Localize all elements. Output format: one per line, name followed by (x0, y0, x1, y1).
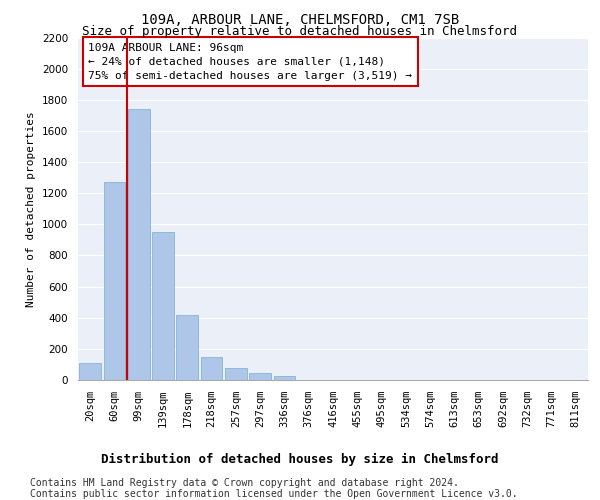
Bar (152, 232, 174, 380)
Bar (274, 376, 295, 380)
Bar (225, 368, 247, 380)
Bar (176, 316, 198, 380)
Bar (104, 182, 125, 380)
Y-axis label: Number of detached properties: Number of detached properties (26, 111, 37, 306)
Bar (200, 356, 223, 380)
Text: Contains public sector information licensed under the Open Government Licence v3: Contains public sector information licen… (30, 489, 518, 499)
Text: Size of property relative to detached houses in Chelmsford: Size of property relative to detached ho… (83, 25, 517, 38)
Text: 109A, ARBOUR LANE, CHELMSFORD, CM1 7SB: 109A, ARBOUR LANE, CHELMSFORD, CM1 7SB (141, 12, 459, 26)
Bar (128, 109, 149, 380)
Bar (79, 363, 101, 380)
Bar (249, 373, 271, 380)
Text: Distribution of detached houses by size in Chelmsford: Distribution of detached houses by size … (101, 452, 499, 466)
Text: 109A ARBOUR LANE: 96sqm
← 24% of detached houses are smaller (1,148)
75% of semi: 109A ARBOUR LANE: 96sqm ← 24% of detache… (88, 42, 412, 80)
Text: Contains HM Land Registry data © Crown copyright and database right 2024.: Contains HM Land Registry data © Crown c… (30, 478, 459, 488)
